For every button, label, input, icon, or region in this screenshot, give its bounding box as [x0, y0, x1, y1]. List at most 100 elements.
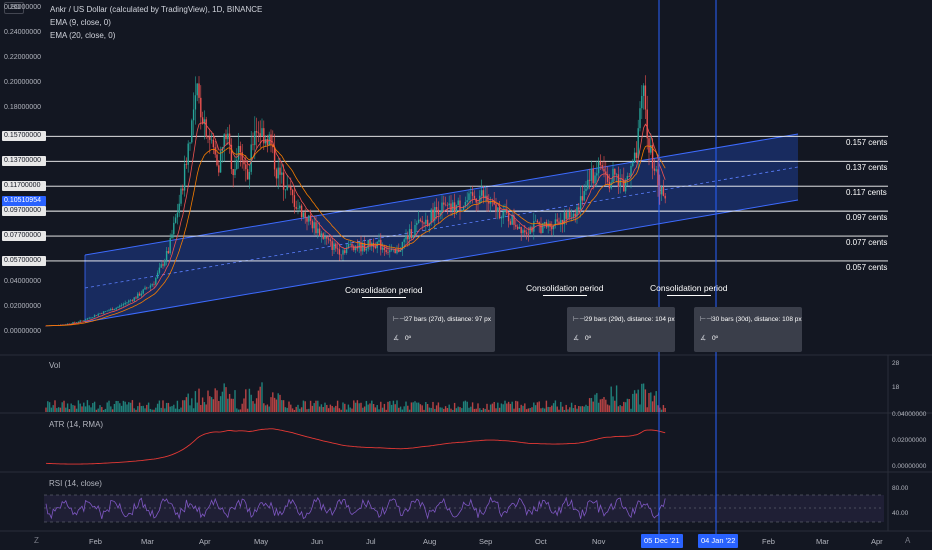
- volume-bar: [95, 409, 98, 412]
- candle-body: [664, 195, 666, 199]
- auto-scale-icon[interactable]: A: [905, 536, 911, 545]
- volume-bar: [491, 403, 494, 412]
- candle-body: [497, 207, 499, 212]
- volume-bar: [318, 406, 321, 412]
- candle-body: [259, 133, 261, 136]
- candle-body: [194, 95, 197, 110]
- candle-body: [525, 232, 528, 234]
- volume-pane-label[interactable]: Vol: [49, 361, 61, 370]
- candle-body: [385, 250, 387, 253]
- candle-body: [216, 154, 218, 166]
- candle-body: [461, 210, 463, 211]
- volume-bar: [646, 407, 648, 412]
- candle-body: [140, 293, 143, 296]
- candle-body: [300, 205, 303, 218]
- volume-bar: [79, 403, 81, 412]
- volume-bar: [547, 406, 549, 412]
- rsi-pane-label[interactable]: RSI (14, close): [49, 479, 102, 488]
- volume-bar: [335, 405, 337, 412]
- ema20-legend[interactable]: EMA (20, close, 0): [50, 31, 116, 40]
- candle-body: [633, 152, 636, 163]
- ruler-icon: ⊢⊣: [700, 316, 713, 323]
- rsi-polyline: [45, 496, 666, 520]
- candle-body: [329, 239, 332, 242]
- volume-bar: [407, 405, 409, 412]
- timezone-icon[interactable]: Z: [34, 536, 39, 545]
- candle-body: [374, 246, 377, 249]
- candle-body: [236, 159, 238, 170]
- price-tick: 0.02000000: [4, 303, 41, 311]
- volume-bar: [135, 409, 137, 412]
- volume-bar: [257, 390, 260, 412]
- volume-bar: [74, 405, 76, 412]
- candle-body: [270, 134, 272, 145]
- candle-body: [551, 226, 553, 230]
- candle-body: [378, 240, 380, 242]
- candle-body: [45, 325, 47, 327]
- volume-bar: [336, 400, 339, 412]
- volume-bar: [531, 407, 533, 412]
- volume-bar: [585, 404, 587, 412]
- candle-body: [203, 119, 206, 124]
- candle-body: [245, 164, 247, 170]
- volume-bar: [581, 406, 584, 412]
- volume-bar: [488, 409, 490, 412]
- volume-bar: [155, 407, 157, 412]
- candle-body: [369, 239, 371, 247]
- measure-box-1[interactable]: ⊢⊣27 bars (27d), distance: 97 px ∡ 0º: [387, 307, 495, 352]
- currency-badge[interactable]: USD: [4, 2, 24, 14]
- volume-bar: [619, 405, 621, 412]
- volume-bar: [353, 400, 355, 412]
- candle-body: [401, 241, 404, 251]
- volume-axis-18: 18: [892, 384, 900, 391]
- volume-bar: [299, 408, 301, 412]
- candle-body: [353, 246, 355, 251]
- measure-box-2[interactable]: ⊢⊣29 bars (29d), distance: 104 px ∡ 0º: [567, 307, 675, 352]
- candle-body: [430, 209, 432, 224]
- angle-icon: ∡: [393, 335, 400, 342]
- volume-bar: [632, 393, 634, 412]
- rsi-axis-80: 80.00: [892, 485, 909, 492]
- candle-body: [219, 151, 222, 173]
- volume-bar: [75, 408, 78, 412]
- ema9-legend[interactable]: EMA (9, close, 0): [50, 18, 111, 27]
- volume-bar: [54, 400, 56, 412]
- volume-bar: [174, 408, 177, 412]
- candle-body: [488, 201, 490, 204]
- volume-bar: [171, 406, 173, 412]
- volume-bars: [45, 382, 666, 412]
- candle-body: [536, 220, 539, 223]
- candle-body: [453, 202, 456, 213]
- candle-body: [567, 212, 569, 219]
- volume-bar: [282, 400, 285, 412]
- candle-body: [243, 160, 245, 165]
- volume-bar: [259, 386, 261, 412]
- candle-body: [333, 243, 335, 250]
- volume-bar: [367, 404, 369, 412]
- volume-bar: [516, 401, 519, 412]
- volume-bar: [527, 408, 530, 412]
- candle-body: [648, 138, 650, 153]
- candle-body: [311, 220, 314, 229]
- time-label-apr-22: Apr: [871, 537, 883, 546]
- volume-bar: [279, 394, 281, 412]
- candle-body: [434, 207, 436, 221]
- angle-icon: ∡: [700, 335, 707, 342]
- price-tick: 0.10510954: [2, 196, 46, 207]
- candle-body: [659, 185, 661, 195]
- candle-body: [639, 108, 641, 129]
- time-label-jun: Jun: [311, 537, 324, 546]
- atr-pane-label[interactable]: ATR (14, RMA): [49, 420, 104, 429]
- candle-body: [605, 171, 607, 175]
- volume-bar: [223, 383, 225, 412]
- candle-body: [362, 243, 364, 252]
- volume-bar: [358, 403, 360, 412]
- candle-body: [74, 322, 76, 323]
- candle-body: [637, 128, 639, 158]
- volume-bar: [660, 409, 663, 412]
- measure-box-3[interactable]: ⊢⊣30 bars (30d), distance: 108 px ∡ 0º: [694, 307, 802, 352]
- volume-bar: [462, 401, 465, 412]
- volume-bar: [237, 409, 240, 412]
- volume-bar: [331, 405, 333, 412]
